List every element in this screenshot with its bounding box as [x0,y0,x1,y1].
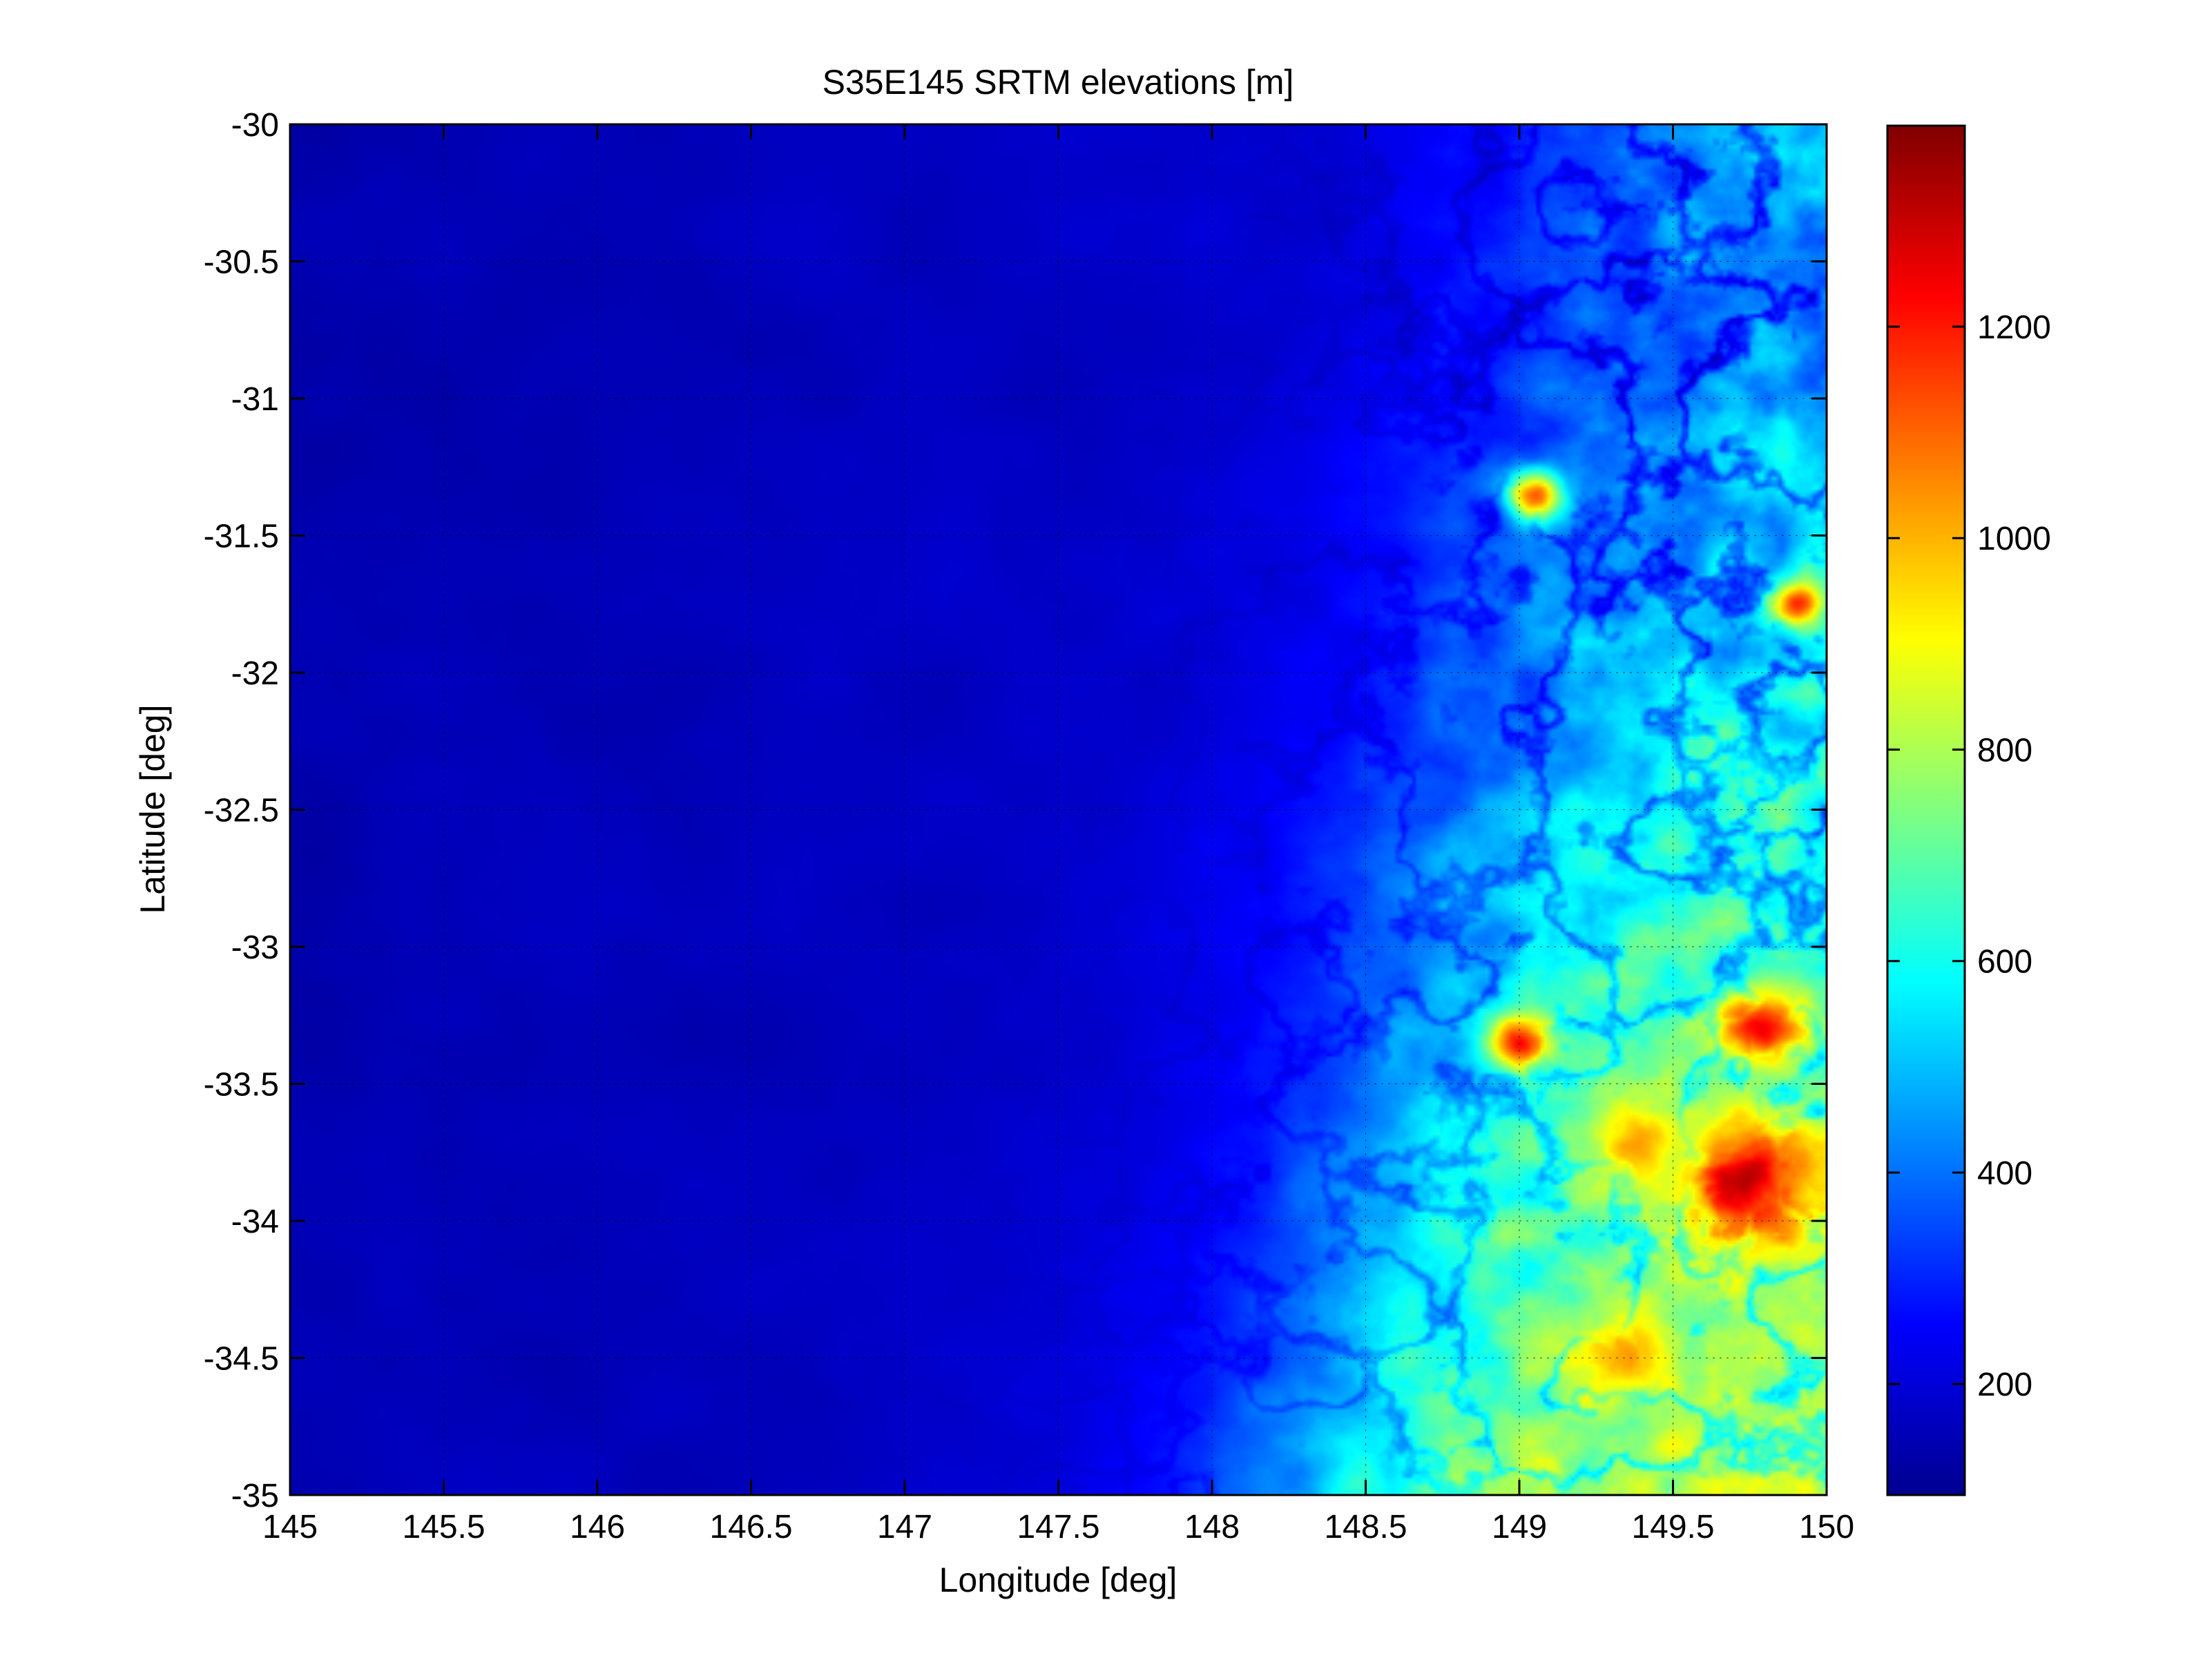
y-tick-label: -31.5 [204,519,279,555]
colorbar-ticks: 200 400 600 800 1000 1200 [1887,309,2051,1403]
chart-title: S35E145 SRTM elevations [m] [823,63,1294,102]
x-tick-label: 149 [1492,1509,1547,1545]
colorbar-tick-label: 800 [1977,732,2032,769]
x-tick-label: 148.5 [1324,1509,1407,1545]
x-tick-label: 148 [1184,1509,1240,1545]
y-axis-label: Latitude [deg] [133,704,172,914]
y-tick-label: -34 [231,1204,279,1240]
colorbar: 200 400 600 800 1000 1200 [1886,124,2051,1496]
y-tick-label: -33 [231,929,279,966]
colorbar-tick-label: 600 [1977,944,2032,981]
colorbar-tick-label: 400 [1977,1155,2032,1192]
x-axis-ticks: 145 145.5 146 146.5 147 147.5 148 148.5 149 149.5… [262,124,1854,1545]
x-tick-label: 147 [877,1509,932,1545]
y-tick-label: -32 [231,655,279,692]
x-tick-label: 146 [570,1509,625,1545]
x-tick-label: 145 [262,1509,318,1545]
colorbar-frame [1886,124,1966,1496]
x-tick-label: 150 [1799,1509,1854,1545]
y-tick-label: -35 [231,1478,279,1514]
grid-lines [290,124,1827,1495]
y-tick-label: -33.5 [204,1067,279,1103]
y-tick-label: -34.5 [204,1341,279,1378]
x-tick-label: 147.5 [1017,1509,1099,1545]
colorbar-tick-label: 1000 [1977,521,2051,557]
y-tick-label: -30.5 [204,244,279,281]
y-axis-ticks: -30 -30.5 -31 -31.5 -32 -32.5 -33 -33.5 -34 -34.5… [204,107,1827,1514]
plot-area: 145 145.5 146 146.5 147 147.5 148 148.5 149 149.5… [204,107,1854,1545]
y-tick-label: -32.5 [204,793,279,829]
x-tick-label: 145.5 [402,1509,485,1545]
colorbar-gradient [1887,126,1965,1495]
colorbar-tick-label: 1200 [1977,309,2051,346]
y-tick-label: -31 [231,381,279,418]
x-axis-label: Longitude [deg] [939,1561,1177,1599]
x-tick-label: 146.5 [709,1509,792,1545]
colorbar-tick-label: 200 [1977,1367,2032,1403]
x-tick-label: 149.5 [1631,1509,1714,1545]
y-tick-label: -30 [231,107,279,144]
